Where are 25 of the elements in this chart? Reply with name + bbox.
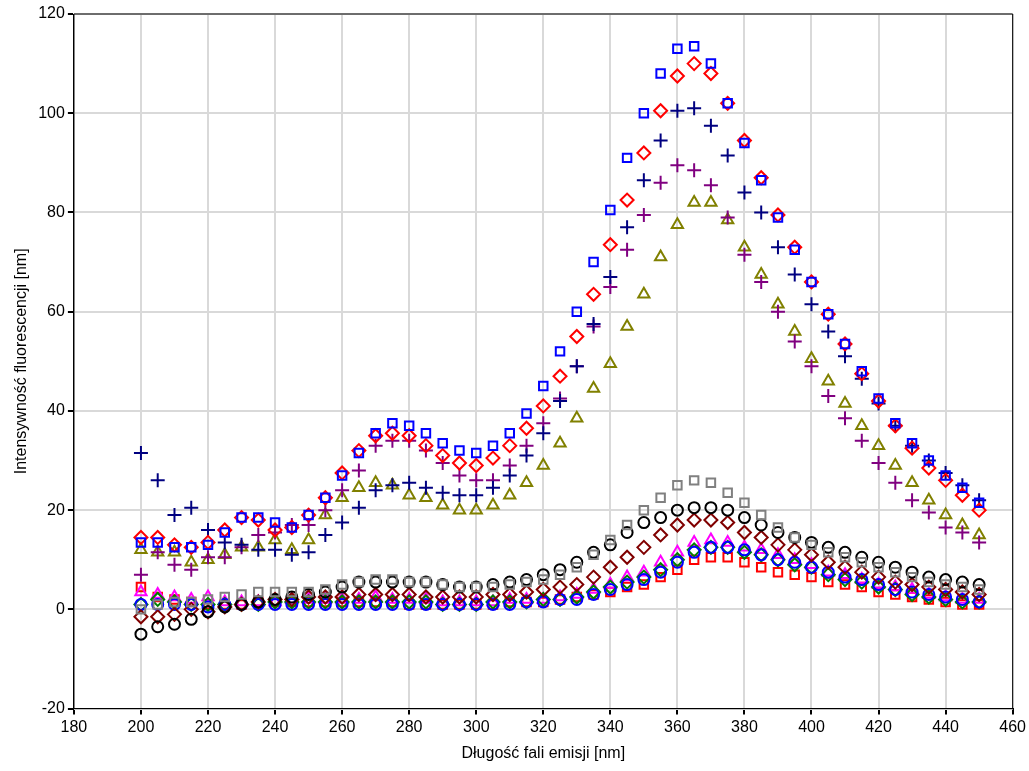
y-tick-label: 80 [47,202,65,220]
y-axis-title: Intensywność fluorescencji [nm] [12,248,30,475]
x-tick-label: 340 [596,717,624,735]
x-tick-label: 280 [395,717,423,735]
y-tick-label: -20 [41,699,65,717]
x-tick-label: 200 [127,717,155,735]
x-tick-label: 300 [462,717,490,735]
y-tick-label: 60 [47,302,65,320]
y-tick-label: 120 [38,4,65,22]
y-tick-label: 0 [55,599,65,617]
y-tick-label: 40 [47,401,65,419]
x-tick-label: 400 [798,717,825,735]
x-tick-label: 420 [865,717,892,735]
x-tick-label: 260 [328,717,356,735]
x-axis-title: Długość fali emisji [nm] [461,743,626,761]
x-tick-label: 180 [60,717,88,735]
x-tick-label: 320 [529,717,557,735]
x-tick-label: 460 [999,717,1027,735]
y-tick-label: 100 [38,103,65,121]
x-tick-label: 360 [664,717,691,735]
x-tick-label: 440 [932,717,960,735]
y-tick-label: 20 [47,500,65,518]
x-tick-label: 240 [261,717,289,735]
x-tick-label: 380 [731,717,758,735]
x-tick-label: 220 [194,717,222,735]
